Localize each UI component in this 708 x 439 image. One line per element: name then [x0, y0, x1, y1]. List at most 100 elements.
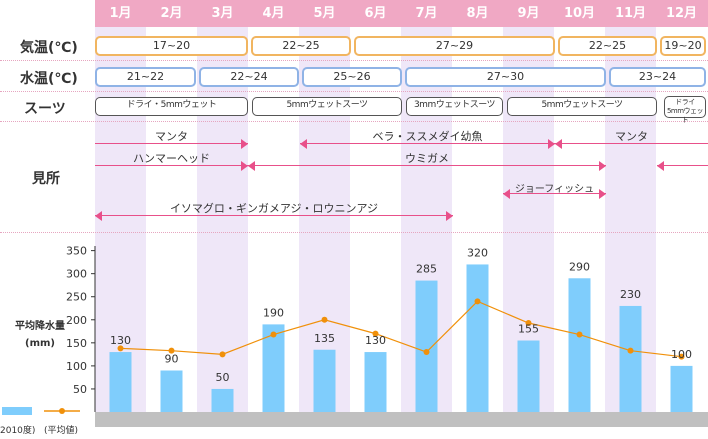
month-header-1: 1月: [109, 6, 132, 21]
water-temp-mar-apr: 22~24: [199, 67, 299, 87]
average-point: [270, 331, 277, 338]
legend-line-label: (平均値): [44, 426, 79, 436]
legend-bar-swatch: [2, 407, 32, 415]
month-header-9: 9月: [517, 6, 540, 21]
legend-bar-label: 2010度): [0, 426, 36, 436]
bar-9月: [517, 340, 540, 412]
bar-value-label: 130: [110, 334, 131, 347]
bar-3月: [211, 388, 234, 412]
month-header-3: 3月: [211, 6, 234, 21]
highlight-turtle-label: ウミガメ: [405, 152, 449, 165]
highlight-wrasse-arrow: [300, 139, 555, 149]
rainfall-label: 平均降水量 (mm): [15, 321, 65, 349]
suit-apr-jun: 5mmウェットスーツ: [252, 97, 402, 116]
average-point: [474, 298, 481, 305]
highlight-fish-group-arrow: [95, 211, 453, 221]
suit-aug-oct: 5mmウェットスーツ: [507, 97, 657, 116]
month-header-8: 8月: [466, 6, 489, 21]
y-tick-label: 50: [73, 383, 87, 396]
suit-dec: ドライ 5mmウェット: [664, 96, 706, 124]
water-temp-nov-dec: 23~24: [609, 67, 706, 87]
row-separator: [0, 91, 708, 92]
month-header-7: 7月: [415, 6, 438, 21]
bar-value-label: 100: [671, 348, 692, 361]
bar-value-label: 155: [518, 323, 539, 336]
highlight-hammerhead-label: ハンマーヘッド: [133, 152, 210, 165]
bar-6月: [364, 352, 387, 412]
average-point: [423, 349, 430, 356]
water-temp-jul-oct: 27~30: [405, 67, 606, 87]
average-point: [372, 330, 379, 337]
average-point: [117, 345, 124, 352]
highlight-manta2-arrow: [555, 139, 708, 149]
legend-line-swatch: [44, 408, 80, 414]
row-separator: [0, 121, 708, 122]
highlights-label: 見所: [32, 171, 60, 187]
month-header-10: 10月: [563, 6, 596, 21]
highlight-turtle-arrow: [248, 161, 606, 171]
y-tick-label: 100: [66, 360, 87, 373]
month-header-2: 2月: [160, 6, 183, 21]
average-line: [120, 300, 682, 358]
bar-2月: [160, 370, 183, 412]
highlight-manta2-label: マンタ: [615, 130, 648, 143]
average-point: [321, 316, 328, 323]
highlight-jawfish-label: ジョーフィッシュ: [514, 184, 595, 195]
air-temp-jun-sep: 27~29: [354, 36, 555, 56]
bar-11月: [619, 305, 642, 412]
bar-value-label: 320: [467, 246, 488, 259]
y-tick-label: 200: [66, 314, 87, 327]
highlight-jawfish-arrow: [503, 189, 606, 199]
x-axis-base: [95, 412, 708, 427]
highlight-wrasse-label: ベラ・ススメダイ幼魚: [372, 130, 483, 143]
water-temp-label: 水温(℃): [20, 71, 78, 87]
highlight-hammerhead-arrow: [95, 161, 248, 171]
row-separator: [0, 232, 708, 233]
bar-value-label: 190: [263, 306, 284, 319]
bar-5月: [313, 349, 336, 412]
highlight-fish-group-label: イソマグロ・ギンガメアジ・ロウニンアジ: [169, 202, 379, 215]
bar-value-label: 290: [569, 260, 590, 273]
air-temp-oct-nov: 22~25: [558, 36, 657, 56]
air-temp-jan-mar: 17~20: [95, 36, 248, 56]
bar-value-label: 285: [416, 263, 437, 276]
row-separator: [0, 60, 708, 61]
month-header-5: 5月: [313, 6, 336, 21]
air-temp-dec: 19~20: [660, 36, 706, 56]
suit-jan-mar: ドライ・5mmウェット: [95, 97, 248, 116]
average-point: [576, 331, 583, 338]
highlight-manta-arrow: [95, 139, 248, 149]
bar-1月: [109, 352, 132, 412]
bar-7月: [415, 280, 438, 412]
bar-value-label: 135: [314, 332, 335, 345]
bar-value-label: 50: [216, 371, 230, 384]
average-point: [627, 347, 634, 354]
y-tick-label: 300: [66, 268, 87, 281]
suit-jul: 3mmウェットスーツ: [406, 97, 503, 116]
bar-value-label: 90: [165, 353, 179, 366]
bar-value-label: 130: [365, 334, 386, 347]
water-temp-jan-feb: 21~22: [95, 67, 196, 87]
air-temp-label: 気温(℃): [20, 40, 78, 56]
y-tick-label: 150: [66, 337, 87, 350]
suit-label: スーツ: [24, 101, 66, 117]
average-point: [525, 320, 532, 327]
highlight-turtle-arrow-dec: [657, 161, 708, 171]
water-temp-may-jun: 25~26: [302, 67, 402, 87]
bar-value-label: 230: [620, 288, 641, 301]
month-header-6: 6月: [364, 6, 387, 21]
month-header-4: 4月: [262, 6, 285, 21]
highlight-manta-label: マンタ: [155, 130, 188, 143]
month-header-11: 11月: [614, 6, 647, 21]
y-tick-label: 350: [66, 245, 87, 258]
month-header-12: 12月: [665, 6, 698, 21]
bar-8月: [466, 264, 489, 412]
bar-12月: [670, 365, 693, 412]
average-point: [678, 353, 685, 360]
bar-4月: [262, 324, 285, 412]
air-temp-apr-may: 22~25: [251, 36, 351, 56]
bar-10月: [568, 278, 591, 412]
month-header-bar: [95, 0, 708, 27]
